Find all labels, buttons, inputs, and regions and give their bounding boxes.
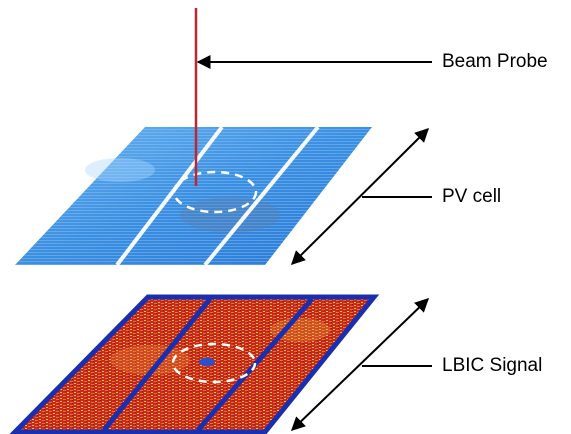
- label: Beam Probe: [442, 51, 548, 72]
- diagram: Beam Probe PV cell LBIC Signal: [0, 0, 571, 434]
- page: Beam Probe PV cell LBIC Signal (() => { …: [0, 0, 571, 434]
- lbic-map: [15, 297, 374, 432]
- label: LBIC Signal: [442, 355, 542, 376]
- label: PV cell: [442, 186, 501, 207]
- pv-cell: [15, 127, 372, 265]
